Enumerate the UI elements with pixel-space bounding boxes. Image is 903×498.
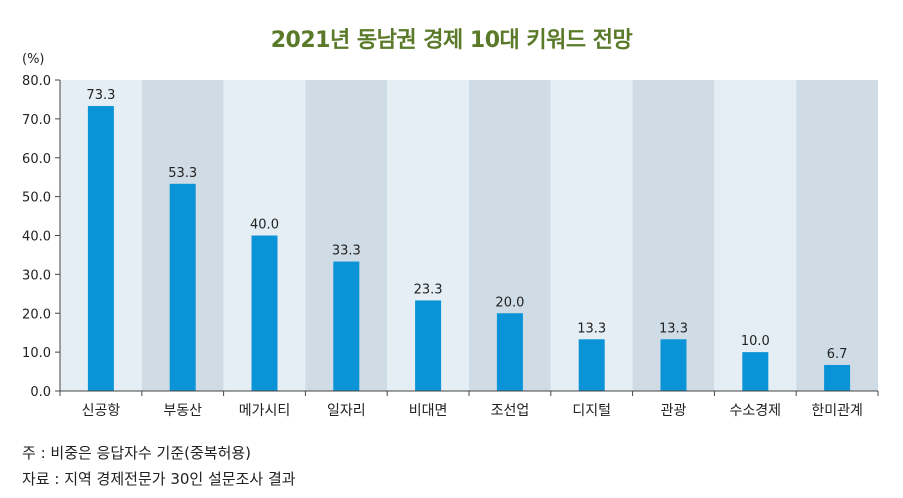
x-tick-label: 신공항 — [82, 403, 121, 419]
value-labels: 73.3 53.3 40.0 33.3 23.3 20.0 13.3 13.3 10.0 6.7 — [86, 88, 847, 362]
y-tick-label: 0.0 — [30, 385, 51, 400]
x-tick-label: 디지털 — [572, 403, 611, 419]
bar — [169, 183, 196, 391]
bar — [660, 339, 687, 391]
x-tick-labels: 신공항 부동산 메가시티 일자리 비대면 조선업 디지털 관광 수소경제 한미관계 — [82, 403, 863, 419]
y-tick-label: 40.0 — [22, 230, 51, 245]
axes — [55, 79, 879, 396]
bar — [415, 300, 442, 391]
bar — [251, 235, 278, 391]
bar — [742, 352, 769, 391]
background-band — [632, 80, 715, 391]
x-tick-label: 관광 — [661, 403, 687, 419]
background-band — [714, 80, 797, 391]
x-tick-label: 수소경제 — [730, 403, 782, 419]
y-tick-label: 50.0 — [22, 191, 51, 206]
background-band — [796, 80, 878, 391]
x-tick-label: 메가시티 — [239, 403, 291, 419]
value-label: 6.7 — [827, 347, 848, 362]
chart-title: 2021년 동남권 경제 10대 키워드 전망 — [270, 28, 633, 53]
note-basis: 주 : 비중은 응답자수 기준(중복허용) — [22, 444, 252, 462]
x-tick-label: 조선업 — [491, 403, 530, 419]
note-source: 자료 : 지역 경제전문가 30인 설문조사 결과 — [22, 470, 296, 488]
value-label: 33.3 — [332, 244, 361, 259]
value-label: 40.0 — [250, 218, 279, 233]
bar — [496, 313, 523, 391]
value-label: 23.3 — [414, 282, 443, 297]
bar-chart: 73.353.340.033.323.320.013.3 13.310.06.7 … — [22, 74, 879, 419]
value-label: 53.3 — [168, 166, 197, 181]
bar — [824, 364, 851, 391]
background-band — [550, 80, 633, 391]
bar — [87, 106, 114, 391]
y-tick-labels: 0.0 10.0 20.0 30.0 40.0 50.0 60.0 70.0 80.0 — [22, 74, 51, 400]
y-tick-label: 10.0 — [22, 346, 51, 361]
x-tick-label: 한미관계 — [811, 403, 863, 419]
y-tick-label: 60.0 — [22, 152, 51, 167]
bar — [333, 261, 360, 391]
y-axis-unit: (%) — [22, 52, 45, 67]
x-tick-label: 비대면 — [409, 403, 448, 419]
value-label: 20.0 — [495, 295, 524, 310]
x-tick-label: 부동산 — [163, 403, 202, 419]
y-tick-label: 30.0 — [22, 268, 51, 283]
value-label: 13.3 — [577, 321, 606, 336]
bars — [87, 106, 851, 391]
y-tick-label: 20.0 — [22, 307, 51, 322]
x-tick-label: 일자리 — [327, 403, 366, 419]
value-label: 13.3 — [659, 321, 688, 336]
bar — [578, 339, 605, 391]
y-tick-label: 80.0 — [22, 74, 51, 89]
y-tick-label: 70.0 — [22, 113, 51, 128]
footnotes: 주 : 비중은 응답자수 기준(중복허용) 자료 : 지역 경제전문가 30인 … — [22, 440, 296, 492]
value-label: 73.3 — [86, 88, 115, 103]
value-label: 10.0 — [741, 334, 770, 349]
